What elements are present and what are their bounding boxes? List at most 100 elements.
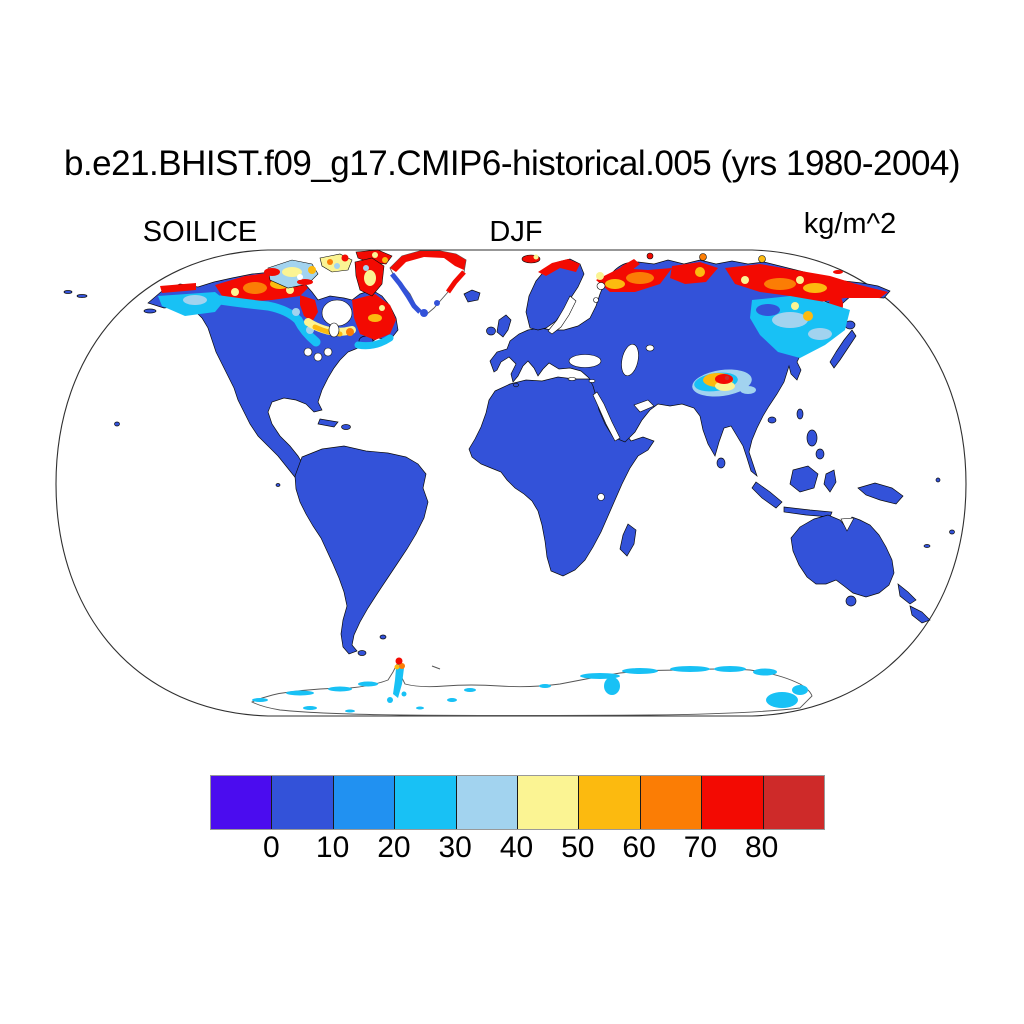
ant-cyan-15 <box>753 668 777 676</box>
parry-red <box>341 254 349 262</box>
colorbar-tick-70: 70 <box>683 831 718 864</box>
iceland <box>463 289 481 303</box>
overlay-west-siberia-amber <box>605 279 625 289</box>
taiwan <box>796 408 804 420</box>
variable-label: SOILICE <box>142 216 258 248</box>
sicily <box>513 382 519 388</box>
ant-cyan-12 <box>622 668 658 674</box>
units-label: kg/m^2 <box>803 208 897 240</box>
new-zealand-south <box>909 605 931 624</box>
gulf-of-carpentaria <box>840 517 855 532</box>
overlay-tibet-se-pale <box>740 386 756 394</box>
persian-gulf <box>633 399 655 413</box>
overlay-taymyr-amber <box>695 267 705 277</box>
aral-sea <box>645 344 655 352</box>
ant-cyan-block-2 <box>766 692 798 708</box>
colorbar-tick-0: 0 <box>262 831 280 864</box>
new-siberian-amber <box>758 255 766 263</box>
ireland <box>486 326 496 336</box>
overlay-west-siberia-yellow <box>596 272 604 280</box>
lake-ladoga <box>593 297 599 303</box>
ant-cyan-4 <box>252 698 268 702</box>
overlay-nw-canada-yellow1 <box>231 288 239 296</box>
overlay-east-siberia-yellow1 <box>741 276 749 284</box>
colorbar-tick-labels: 0 10 20 30 40 50 60 70 80 <box>210 831 823 865</box>
aleutian-islands <box>76 294 88 298</box>
pacific-island-dot <box>935 477 941 483</box>
antarctica-coastal-fringe <box>252 657 808 713</box>
ant-cyan-1 <box>286 690 314 696</box>
soilice-overlays <box>158 272 396 350</box>
ellesmere-amber <box>382 257 388 263</box>
chukotka-edge-sliver <box>63 290 73 294</box>
overlay-taymyr-red <box>670 262 718 284</box>
greenland-north-red-fringe <box>390 251 466 272</box>
colorbar-segment-2 <box>332 776 395 829</box>
falkland-islands <box>379 634 387 640</box>
colorbar-segment-4 <box>455 776 518 829</box>
colorbar-segment-1 <box>271 776 333 829</box>
overlay-nw-canada-orange <box>243 282 267 294</box>
ant-cyan-5 <box>303 706 317 710</box>
ant-cyan-14 <box>714 666 746 672</box>
overlay-east-siberia-paleblue2 <box>808 328 832 340</box>
south-america <box>294 445 429 655</box>
overlay-quebec-amber <box>368 314 382 322</box>
overlay-west-siberia-orange <box>626 272 654 284</box>
overlay-quebec-yellow <box>379 305 385 311</box>
parry-orange <box>327 259 333 265</box>
overlay-labrador-cyan <box>354 334 394 350</box>
overlay-east-siberia-yellow-spot <box>791 302 799 310</box>
sumatra <box>751 481 783 509</box>
colorbar-tick-40: 40 <box>499 831 534 864</box>
south-georgia-dash <box>431 665 441 670</box>
colorbar-segment-0 <box>211 776 272 829</box>
galapagos <box>275 483 281 487</box>
red-sea <box>592 391 621 442</box>
cuba <box>317 418 339 428</box>
victoria-amber <box>308 266 316 274</box>
overlay-east-siberia-orange <box>764 278 796 290</box>
overlay-east-siberia-blue-gap <box>756 304 780 316</box>
overlay-canada-paleblue2 <box>292 308 300 316</box>
overlay-hudson-west-red <box>300 295 318 322</box>
severnaya-zemlya-orange <box>699 253 707 261</box>
alaska-peninsula <box>143 308 157 314</box>
plot-title: b.e21.BHIST.f09_g17.CMIP6-historical.005… <box>63 144 961 183</box>
great-britain <box>496 314 512 338</box>
ant-cyan-3 <box>358 681 378 687</box>
antarctica <box>250 657 813 716</box>
scandinavia <box>525 258 585 331</box>
colorbar <box>210 775 825 830</box>
colorbar-segment-7 <box>639 776 702 829</box>
caspian-sea <box>621 343 639 377</box>
colorbar-tick-50: 50 <box>561 831 595 864</box>
ant-cyan-2 <box>328 686 352 692</box>
greenland <box>389 250 467 317</box>
borneo <box>789 465 819 493</box>
greenland-west-blue-fringe <box>390 272 422 314</box>
colorbar-segment-6 <box>578 776 640 829</box>
greenland-se-blue-dash <box>434 300 440 306</box>
season-label: DJF <box>489 216 543 248</box>
sri-lanka <box>716 457 726 469</box>
ant-cyan-9 <box>464 688 476 692</box>
tasmania <box>845 595 857 607</box>
ant-cyan-block-1 <box>604 677 620 695</box>
new-caledonia <box>923 544 931 548</box>
ant-peninsula-red-tip <box>395 657 403 665</box>
inland-seas <box>303 282 855 532</box>
hawaii <box>114 421 120 427</box>
overlay-tibet-yellow <box>715 381 735 391</box>
baffin-yellow <box>364 270 376 286</box>
ant-cyan-block-3 <box>792 685 808 695</box>
ant-cyan-13 <box>670 666 710 672</box>
baffin-paleblue <box>363 265 369 271</box>
overlay-east-siberia-amber-spot <box>803 311 813 321</box>
great-lake-2 <box>313 352 323 362</box>
hainan <box>767 416 777 424</box>
ant-cyan-7 <box>416 706 424 710</box>
colorbar-segment-5 <box>517 776 579 829</box>
ant-peninsula-amber <box>394 664 400 670</box>
